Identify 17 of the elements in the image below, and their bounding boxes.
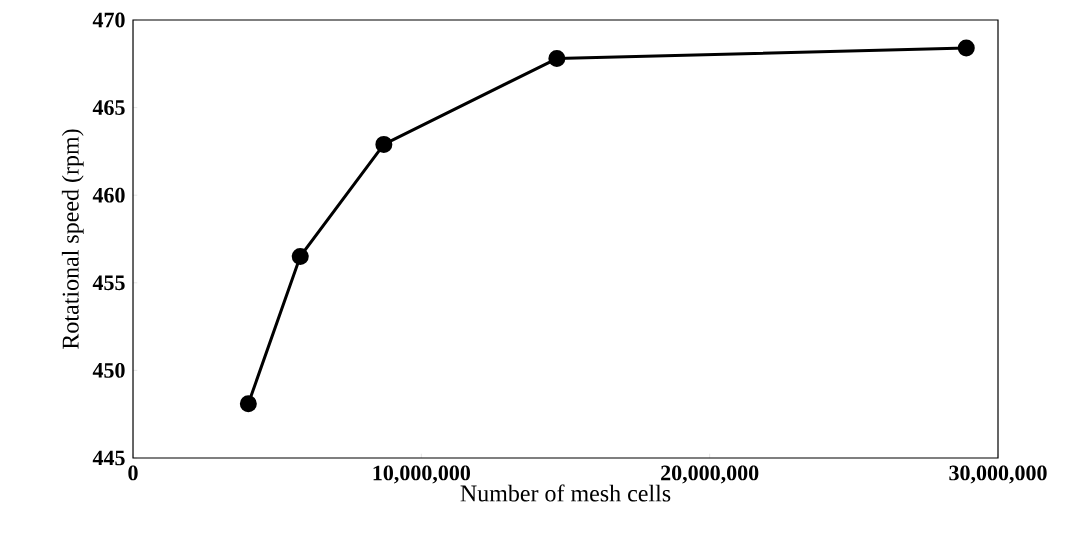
point (375, 135, 393, 153)
y-tick-label: 445 (92, 450, 125, 466)
x-tick-label: 10,000,000 (373, 465, 470, 484)
point (957, 39, 975, 57)
x-tick-label: 0 (128, 465, 138, 481)
y-axis-title: Rotational speed (rpm) (61, 129, 84, 349)
point (239, 395, 257, 413)
x-tick-label: 20,000,000 (661, 465, 759, 484)
y-tick-label: 470 (92, 12, 125, 28)
y-tick-label: 450 (92, 362, 125, 378)
y-tick-label: 460 (92, 187, 125, 203)
x-tick-label: 30,000,000 (949, 465, 1047, 484)
x-axis-title: Number of mesh cells (460, 484, 671, 502)
y-tick-label: 455 (92, 275, 125, 291)
point (548, 50, 566, 68)
y-tick-label: 465 (92, 100, 125, 115)
point (291, 248, 309, 266)
